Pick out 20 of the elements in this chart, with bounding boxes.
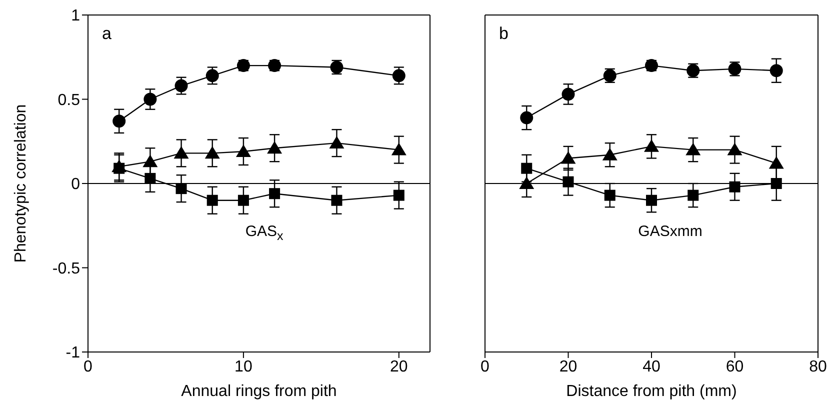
y-axis-title: Phenotypic correlation	[12, 104, 30, 263]
y-tick-label: 0	[71, 176, 80, 194]
x-tick-label: 0	[84, 358, 93, 376]
x-axis-title: Annual rings from pith	[181, 383, 337, 400]
x-axis-title: Distance from pith (mm)	[566, 383, 737, 400]
annotation: b	[499, 24, 508, 43]
x-tick-label: 20	[559, 358, 578, 376]
y-tick-label: 0.5	[58, 92, 80, 109]
x-tick-label: 0	[480, 358, 490, 376]
annotation: GASxmm	[638, 222, 702, 240]
x-tick-label: 40	[642, 358, 660, 376]
y-tick-label: -1	[66, 344, 80, 362]
y-tick-label: -0.5	[52, 260, 80, 278]
x-tick-label: 10	[234, 358, 252, 376]
annotation: a	[102, 24, 112, 43]
annotation: GAS$_{x}$	[245, 222, 284, 243]
x-tick-label: 60	[726, 358, 744, 376]
y-tick-label: 1	[71, 8, 80, 25]
x-tick-label: 80	[809, 358, 827, 376]
x-tick-label: 20	[390, 358, 408, 376]
